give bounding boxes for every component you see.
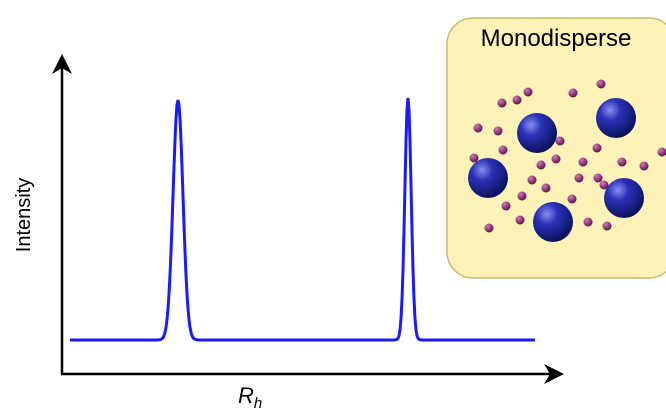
large-particle bbox=[517, 113, 557, 153]
small-particle bbox=[555, 136, 565, 146]
inset-title: Monodisperse bbox=[481, 25, 632, 52]
small-particle bbox=[498, 145, 508, 155]
small-particle bbox=[512, 95, 522, 105]
particles bbox=[468, 79, 666, 242]
small-particle bbox=[527, 175, 537, 185]
small-particle bbox=[602, 221, 612, 231]
small-particle bbox=[568, 88, 578, 98]
small-particle bbox=[639, 161, 649, 171]
small-particle bbox=[574, 173, 584, 183]
small-particle bbox=[583, 217, 593, 227]
large-particle bbox=[604, 178, 644, 218]
y-axis-label: Intensity bbox=[13, 178, 35, 252]
x-axis-label: Rh bbox=[238, 383, 262, 411]
x-axis-label-main: R bbox=[238, 383, 254, 408]
small-particle bbox=[523, 87, 533, 97]
small-particle bbox=[493, 126, 503, 136]
small-particle bbox=[469, 153, 479, 163]
large-particle bbox=[533, 202, 573, 242]
small-particle bbox=[617, 157, 627, 167]
small-particle bbox=[592, 143, 602, 153]
small-particle bbox=[657, 147, 666, 157]
x-axis-label-subscript: h bbox=[254, 395, 262, 411]
small-particle bbox=[599, 180, 609, 190]
small-particle bbox=[541, 183, 551, 193]
small-particle bbox=[596, 79, 606, 89]
intensity-curve bbox=[70, 97, 535, 342]
small-particle bbox=[501, 201, 511, 211]
large-particle bbox=[468, 158, 508, 198]
small-particle bbox=[567, 194, 577, 204]
small-particle bbox=[473, 123, 483, 133]
small-particle bbox=[578, 157, 588, 167]
small-particle bbox=[517, 191, 527, 201]
large-particle bbox=[596, 98, 636, 138]
small-particle bbox=[536, 160, 546, 170]
small-particle bbox=[497, 98, 507, 108]
small-particle bbox=[551, 154, 561, 164]
small-particle bbox=[515, 215, 525, 225]
small-particle bbox=[593, 173, 603, 183]
small-particle bbox=[484, 223, 494, 233]
